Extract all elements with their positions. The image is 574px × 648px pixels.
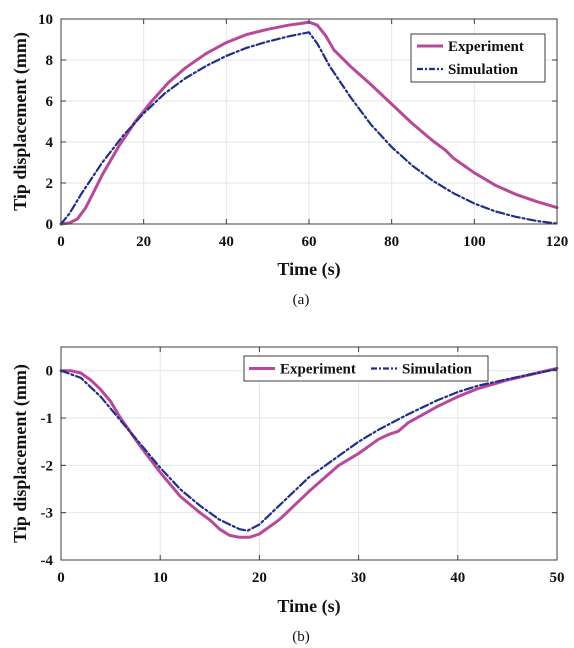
series-line-simulation — [59, 31, 559, 226]
legend-box — [410, 33, 546, 83]
series-line-simulation — [59, 368, 559, 532]
x-tick-label: 60 — [302, 234, 317, 250]
x-tick-label: 120 — [546, 234, 569, 250]
panel-caption: (b) — [292, 629, 310, 645]
x-axis-label: Time (s) — [277, 596, 340, 617]
y-tick-label: -4 — [41, 553, 54, 569]
series-line-experiment — [59, 20, 559, 226]
y-axis-label: Tip displacement (mm) — [10, 364, 31, 543]
legend-label-experiment: Experiment — [448, 39, 524, 55]
y-tick-label: 6 — [46, 94, 54, 110]
axes-box — [60, 346, 558, 561]
legend-box — [243, 355, 489, 382]
x-tick-label: 20 — [252, 570, 267, 586]
y-axis-label: Tip displacement (mm) — [10, 32, 31, 211]
y-tick-label: 0 — [46, 217, 54, 233]
chart-panel-b: 0 10 20 30 40 50 -4 -3 -2 -1 0 Time (s) Tip displace… — [10, 346, 565, 645]
series-line-experiment — [59, 366, 559, 539]
y-tick-label: 0 — [46, 364, 54, 380]
legend-label-simulation: Simulation — [402, 362, 473, 378]
y-tick-label: -2 — [41, 458, 54, 474]
y-tick-label: 2 — [46, 176, 54, 192]
x-tick-label: 50 — [550, 570, 565, 586]
x-tick-label: 20 — [136, 234, 151, 250]
x-tick-label: 40 — [219, 234, 234, 250]
legend-label-simulation: Simulation — [448, 62, 519, 78]
x-tick-label: 0 — [57, 570, 65, 586]
x-axis-label: Time (s) — [277, 259, 340, 280]
y-tick-label: 10 — [38, 12, 53, 28]
x-tick-label: 80 — [384, 234, 399, 250]
y-tick-label: 4 — [46, 135, 54, 151]
legend-label-experiment: Experiment — [280, 362, 356, 378]
x-tick-label: 40 — [450, 570, 465, 586]
x-tick-label: 0 — [57, 234, 65, 250]
x-tick-label: 30 — [351, 570, 366, 586]
y-tick-label: -3 — [41, 506, 54, 522]
y-tick-label: 8 — [46, 53, 54, 69]
y-tick-label: -1 — [41, 411, 54, 427]
x-tick-label: 100 — [463, 234, 486, 250]
panel-caption: (a) — [293, 292, 310, 308]
x-tick-label: 10 — [153, 570, 168, 586]
plot-area — [61, 347, 557, 560]
chart-panel-a: 0 20 40 60 80 100 120 0 2 4 6 8 10 Time (s) Tip displa… — [10, 12, 568, 308]
